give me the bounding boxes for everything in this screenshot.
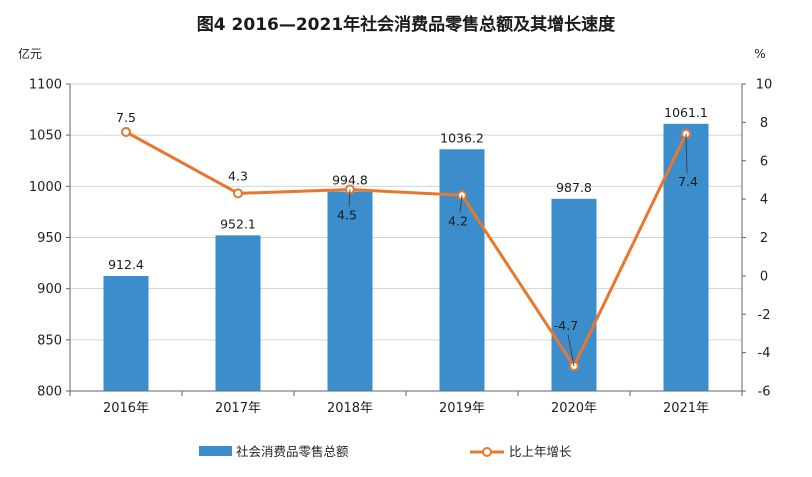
right-tick-label: 2: [760, 231, 768, 246]
bar: [551, 198, 597, 391]
right-axis-unit: %: [754, 47, 765, 61]
right-tick-label: 0: [760, 269, 768, 284]
growth-line: [125, 130, 688, 368]
bar: [439, 149, 485, 391]
bar-value-label: 1061.1: [664, 105, 708, 120]
left-tick-label: 900: [37, 282, 62, 297]
bar-value-label: 952.1: [220, 216, 256, 231]
x-tick-label: 2017年: [215, 401, 261, 416]
left-tick-label: 1000: [29, 180, 62, 195]
right-tick-label: 10: [756, 78, 773, 93]
left-tick-label: 850: [37, 333, 62, 348]
bar-series: [103, 123, 709, 391]
label-leader-line: [685, 133, 688, 173]
chart-title: 图4 2016—2021年社会消费品零售总额及其增长速度: [197, 14, 616, 35]
line-value-label: 4.5: [337, 208, 357, 223]
right-tick-label: 8: [760, 116, 768, 131]
left-axis-unit: 亿元: [18, 46, 42, 61]
label-leader-line: [459, 195, 463, 213]
left-tick-label: 1050: [29, 129, 62, 144]
bar-value-label: 1036.2: [440, 130, 484, 145]
x-tick-label: 2018年: [327, 401, 373, 416]
right-tick-label: -6: [758, 385, 771, 400]
line-value-label: 4.2: [448, 213, 468, 228]
bar: [327, 191, 373, 391]
line-point: [121, 126, 131, 137]
left-tick-label: 800: [37, 385, 62, 400]
x-tick-label: 2019年: [439, 401, 485, 416]
line-value-label: 4.3: [228, 168, 248, 183]
bar-value-label: 987.8: [556, 180, 592, 195]
label-leader-line: [567, 333, 575, 367]
bar-value-label: 994.8: [332, 173, 368, 188]
legend: 社会消费品零售总额 比上年增长: [199, 444, 572, 459]
line-value-label: -4.7: [554, 318, 578, 333]
line-value-label: 7.5: [116, 110, 136, 125]
x-tick-label: 2020年: [551, 401, 597, 416]
gridlines: [70, 83, 742, 341]
x-tick-label: 2021年: [663, 401, 709, 416]
legend-bar-swatch: [199, 446, 232, 456]
right-tick-label: 6: [760, 154, 768, 169]
line-point: [233, 188, 243, 199]
left-tick-label: 950: [37, 231, 62, 246]
right-tick-label: -4: [758, 346, 771, 361]
x-tick-label: 2016年: [103, 401, 149, 416]
bar: [215, 235, 261, 391]
left-tick-label: 1100: [29, 78, 62, 93]
label-leader-line: [348, 189, 351, 207]
bar-value-label: 912.4: [108, 257, 144, 272]
line-series: [121, 126, 691, 372]
right-tick-label: 4: [760, 193, 768, 208]
line-value-label: 7.4: [678, 174, 698, 189]
axes: 800 850 900 950 1000 1050 1100 -6 -4 -2 0 2 4 6 8 10 201…: [29, 78, 772, 417]
data-labels: 912.4 952.1 994.8 1036.2 987.8 1061.1 7.5 4.3 4.…: [108, 105, 708, 367]
legend-line-marker: [482, 447, 492, 457]
legend-line-label: 比上年增长: [509, 444, 572, 459]
bar: [103, 275, 149, 391]
right-tick-label: -2: [758, 308, 771, 323]
legend-bar-label: 社会消费品零售总额: [236, 444, 349, 459]
